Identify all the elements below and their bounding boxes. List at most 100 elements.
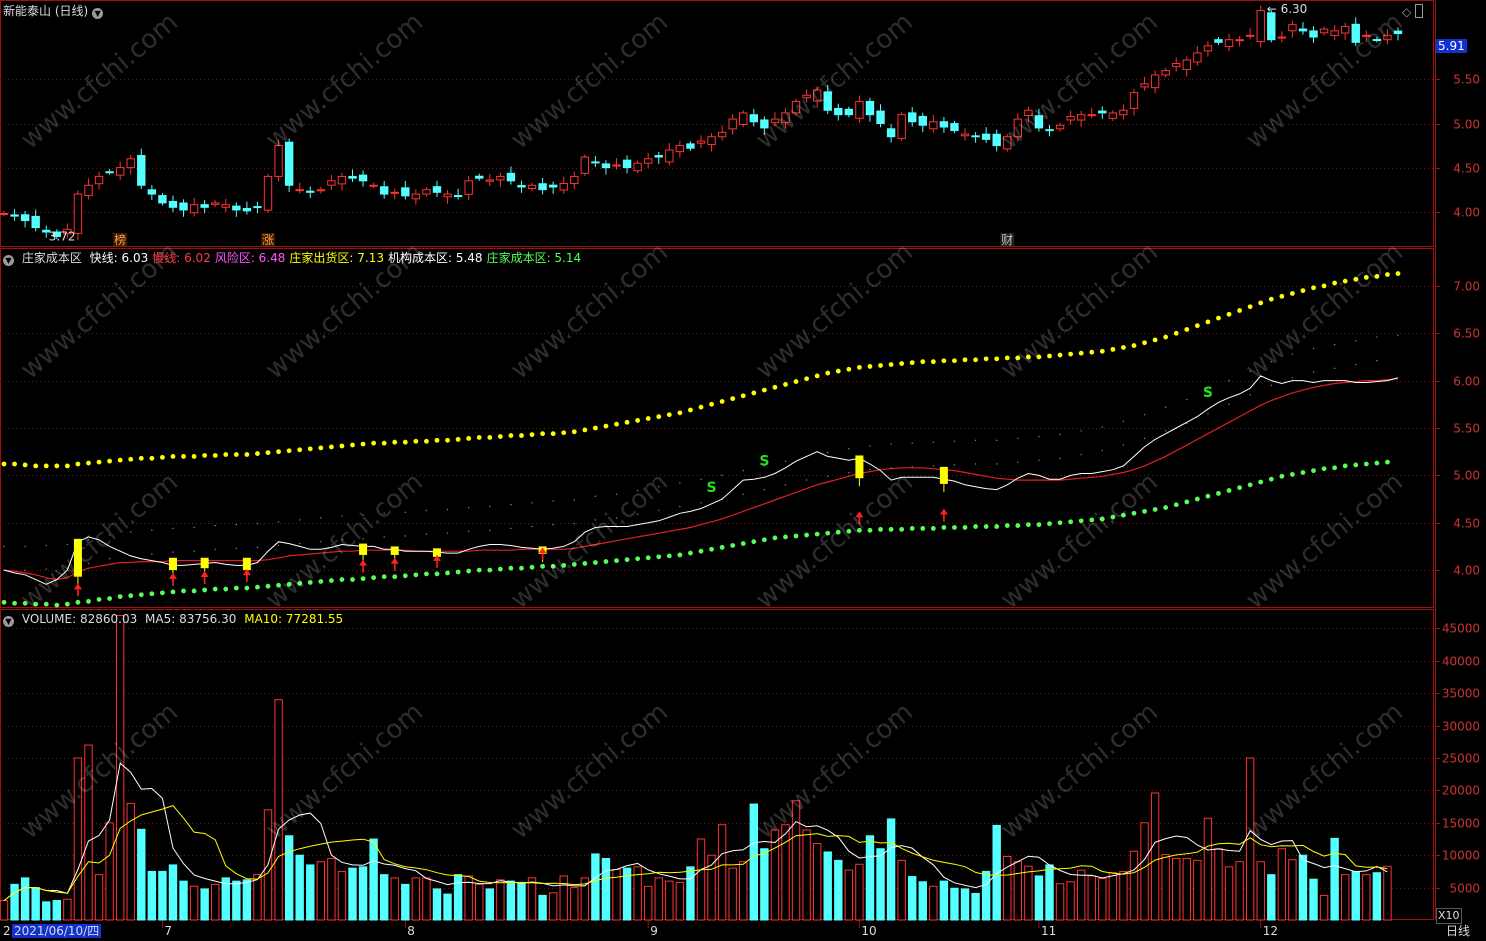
month-label: 12 bbox=[1263, 924, 1278, 938]
volume-bar bbox=[0, 900, 9, 921]
distribution-zone-dot bbox=[994, 356, 1000, 362]
risk-zone-dot bbox=[1333, 343, 1336, 346]
candle-body bbox=[1393, 30, 1403, 35]
candle-body bbox=[1034, 115, 1044, 129]
risk-zone-dot bbox=[108, 534, 111, 536]
distribution-zone bbox=[1, 271, 1401, 469]
cost-zone-dot bbox=[1226, 488, 1232, 493]
cost-zone-dot bbox=[455, 569, 461, 575]
distribution-zone-dot bbox=[930, 359, 936, 365]
candle-body bbox=[770, 118, 780, 124]
candle-body bbox=[1161, 70, 1170, 76]
distribution-zone-dot bbox=[529, 432, 535, 438]
risk-zone-dot bbox=[1228, 379, 1230, 382]
y-tick-label: 5.00 bbox=[1453, 118, 1480, 132]
candle-body bbox=[675, 145, 685, 153]
distribution-zone-dot bbox=[402, 439, 408, 445]
volume-bar bbox=[211, 883, 220, 921]
institution-cost-dot bbox=[193, 550, 195, 552]
cost-zone-dot bbox=[899, 526, 905, 532]
ma10-label: MA10: bbox=[244, 612, 283, 626]
risk-zone-dot bbox=[1017, 437, 1019, 440]
distribution-zone-dot bbox=[1131, 343, 1137, 348]
distribution-zone-dot bbox=[1342, 278, 1348, 284]
institution-cost-dot bbox=[277, 544, 280, 547]
volume-bar bbox=[306, 864, 315, 921]
candle-body bbox=[876, 110, 885, 125]
risk-zone-dot bbox=[446, 508, 449, 511]
price-panel-frame bbox=[0, 0, 1434, 247]
candle-body bbox=[453, 195, 463, 198]
distribution-zone-dot bbox=[666, 412, 672, 418]
institution-cost-dot bbox=[995, 463, 998, 465]
candle-body bbox=[950, 123, 959, 132]
risk-zone-dot bbox=[573, 499, 575, 501]
chevron-down-icon[interactable]: ▼ bbox=[3, 616, 14, 627]
risk-zone-dot bbox=[594, 495, 597, 497]
risk-zone-dot bbox=[721, 474, 723, 477]
y-tick-label: 4.00 bbox=[1453, 206, 1480, 220]
institution-cost-dot bbox=[573, 522, 575, 525]
distribution-zone-dot bbox=[350, 442, 355, 448]
institution-cost-dot bbox=[742, 493, 744, 496]
cost-zone-dot bbox=[624, 557, 630, 563]
distribution-zone-dot bbox=[624, 419, 630, 425]
volume-bar bbox=[52, 900, 61, 921]
volume-bar bbox=[781, 824, 790, 921]
institution-cost-dot bbox=[531, 525, 533, 528]
volume-panel-header: ▼ VOLUME: 82860.03 MA5: 83756.30 MA10: 7… bbox=[3, 612, 347, 627]
volume-bar bbox=[644, 885, 653, 921]
month-label: 8 bbox=[407, 924, 415, 938]
risk-zone-dot bbox=[193, 526, 195, 529]
volume-bar bbox=[834, 859, 843, 921]
candles bbox=[0, 5, 1403, 241]
date-prefix: 2 bbox=[3, 924, 11, 938]
cost-zone-dot bbox=[128, 593, 134, 599]
indicator-item: 风险区: 6.48 bbox=[214, 251, 286, 265]
period-label[interactable]: 日线 bbox=[1446, 924, 1471, 938]
cost-zone-dot bbox=[835, 529, 841, 535]
distribution-zone-dot bbox=[899, 361, 905, 366]
distribution-zone-dot bbox=[318, 445, 324, 451]
volume-bar bbox=[971, 892, 980, 921]
volume-bar bbox=[1309, 878, 1318, 921]
cost-zone-dot bbox=[888, 526, 894, 532]
cost-zone-dot bbox=[160, 590, 165, 596]
volume-bar bbox=[1298, 854, 1308, 921]
cost-zone-dot bbox=[75, 599, 81, 605]
risk-zone-dot bbox=[235, 523, 238, 526]
candle-body bbox=[939, 121, 949, 128]
distribution-zone-dot bbox=[783, 382, 788, 387]
distribution-zone-dot bbox=[835, 368, 841, 374]
institution-cost-dot bbox=[932, 465, 935, 467]
volume-bar bbox=[707, 854, 716, 921]
candle-body bbox=[696, 140, 706, 144]
volume-bar bbox=[580, 877, 590, 921]
risk-zone-dot bbox=[1143, 414, 1146, 416]
cost-zone-dot bbox=[1089, 517, 1095, 523]
distribution-zone-dot bbox=[1258, 300, 1264, 306]
distribution-zone-dot bbox=[1279, 293, 1285, 299]
chevron-down-icon[interactable]: ▼ bbox=[3, 255, 14, 266]
chevron-down-icon[interactable]: ▼ bbox=[92, 8, 104, 19]
candle-body bbox=[908, 112, 917, 123]
volume-bar bbox=[1003, 856, 1012, 921]
institution-cost-dot bbox=[425, 533, 428, 535]
distribution-zone-dot bbox=[1311, 285, 1316, 291]
diamond-icon[interactable]: ◇ bbox=[1402, 5, 1412, 19]
y-tick-label: 6.00 bbox=[1453, 375, 1480, 389]
volume-name: VOLUME: bbox=[21, 612, 77, 626]
distribution-zone-dot bbox=[983, 356, 989, 362]
distribution-zone-dot bbox=[846, 366, 852, 372]
volume-bar bbox=[897, 859, 906, 921]
cost-zone-dot bbox=[709, 546, 714, 552]
distribution-zone-dot bbox=[561, 430, 567, 436]
candle-body bbox=[1098, 110, 1107, 114]
distribution-zone-dot bbox=[339, 443, 345, 449]
institution-cost-dot bbox=[362, 538, 364, 540]
panel-controls[interactable]: ◇ bbox=[1402, 4, 1427, 19]
volume-bar bbox=[1319, 894, 1329, 921]
current-price-tag: 5.91 bbox=[1436, 39, 1467, 53]
scroll-handle-icon[interactable] bbox=[1415, 4, 1424, 18]
